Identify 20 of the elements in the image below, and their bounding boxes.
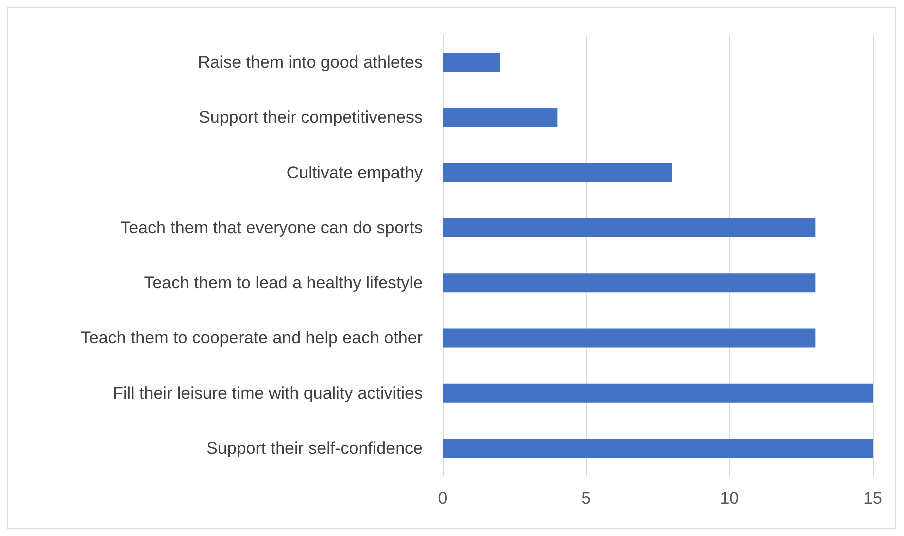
- y-tick-label: Teach them that everyone can do sports: [120, 218, 423, 238]
- y-tick-label: Cultivate empathy: [286, 163, 424, 182]
- bar: [443, 108, 558, 128]
- y-tick-label: Teach them to lead a healthy lifestyle: [144, 274, 423, 293]
- bar: [443, 218, 816, 238]
- bar: [443, 163, 672, 182]
- bar: [443, 384, 873, 403]
- bar: [443, 328, 816, 348]
- x-tick-label: 0: [438, 489, 448, 508]
- y-tick-label: Raise them into good athletes: [198, 53, 423, 72]
- y-tick-label: Support their competitiveness: [199, 108, 423, 128]
- y-tick-label: Support their self-confidence: [206, 438, 423, 458]
- y-tick-label: Teach them to cooperate and help each other: [80, 328, 424, 348]
- bar: [443, 438, 873, 458]
- x-tick-label: 5: [582, 489, 592, 508]
- x-tick-label: 15: [864, 489, 882, 508]
- x-tick-label: 10: [720, 489, 740, 508]
- bar: [443, 53, 500, 72]
- bar: [443, 274, 816, 293]
- y-tick-label: Fill their leisure time with quality activities: [113, 384, 423, 403]
